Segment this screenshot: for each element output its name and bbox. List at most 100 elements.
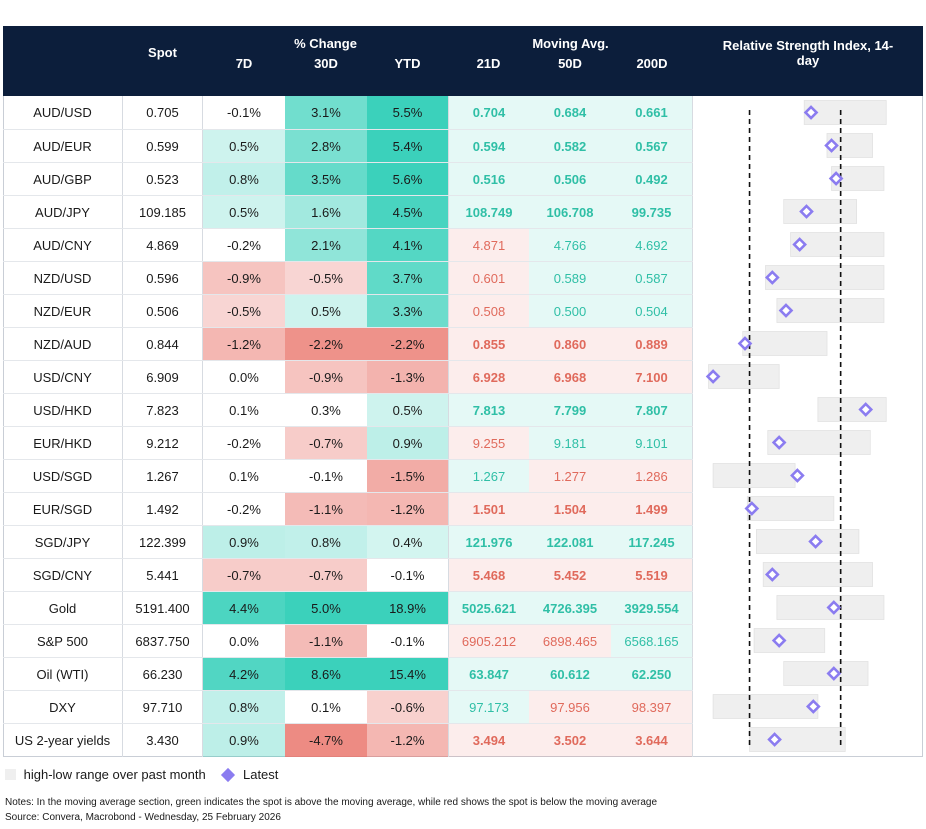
row-spot: 5191.400 [122,592,203,625]
table-row: S&P 500 6837.750 0.0% -1.1% -0.1% 6905.212 689… [3,624,693,658]
row-ma-21d: 3.494 [448,724,529,757]
row-ma-21d: 9.255 [448,427,529,460]
row-spot: 109.185 [122,196,203,229]
row-ma-50d: 6.968 [529,361,611,394]
row-change-7d: -0.2% [203,427,285,460]
rsi-tick-label: 10 [696,100,712,115]
rsi-panel [705,100,887,752]
row-spot: 0.844 [122,328,203,361]
row-change-30d: -1.1% [285,625,367,658]
legend-range-label: high-low range over past month [23,767,206,783]
row-change-ytd: 4.1% [367,229,448,262]
row-change-7d: 0.9% [203,526,285,559]
row-ma-50d: 0.589 [529,262,611,295]
row-change-ytd: 5.6% [367,163,448,196]
row-change-30d: 0.8% [285,526,367,559]
row-spot: 0.506 [122,295,203,328]
row-change-30d: -0.7% [285,427,367,460]
row-change-30d: -2.2% [285,328,367,361]
row-change-ytd: 5.4% [367,130,448,163]
header-pct-change: % Change [294,36,357,51]
row-spot: 0.523 [122,163,203,196]
header-7d: 7D [235,56,253,71]
row-name: AUD/USD [33,105,92,120]
row-name: NZD/AUD [33,337,92,352]
table-row: SGD/CNY 5.441 -0.7% -0.7% -0.1% 5.468 5.452 5.5… [3,558,693,592]
row-ma-200d: 1.286 [611,460,693,493]
row-ma-21d: 108.749 [448,196,529,229]
table-row: EUR/SGD 1.492 -0.2% -1.1% -1.2% 1.501 1.504 1.4… [3,492,693,526]
rsi-tick-label: 50 [787,100,803,115]
row-ma-21d: 0.508 [448,295,529,328]
row-name: USD/HKD [33,403,92,418]
rsi-range-bar [746,496,835,521]
row-change-ytd: -1.2% [367,493,448,526]
rsi-latest-marker [778,303,794,318]
rsi-latest-marker [771,633,787,648]
row-ma-50d: 122.081 [529,526,611,559]
rsi-latest-marker [824,138,839,153]
row-name: US 2-year yields [14,733,111,748]
rsi-range-bar [753,628,826,653]
row-change-7d: 4.4% [203,592,285,625]
row-ma-21d: 1.267 [448,460,529,493]
row-change-30d: 3.1% [285,96,367,129]
row-change-7d: 0.5% [203,130,285,163]
rsi-range-bar [817,397,887,422]
table-row: AUD/EUR 0.599 0.5% 2.8% 5.4% 0.594 0.582 0.567 [3,129,693,163]
row-ma-50d: 1.277 [529,460,611,493]
rsi-latest-marker [826,600,842,615]
header-30d: 30D [314,56,338,71]
row-change-30d: 0.5% [285,295,367,328]
row-ma-50d: 0.506 [529,163,611,196]
row-ma-50d: 6898.465 [529,625,611,658]
row-spot: 66.230 [122,658,203,691]
row-ma-50d: 0.684 [529,96,611,129]
row-ma-200d: 4.692 [611,229,693,262]
row-change-7d: -0.5% [203,295,285,328]
table-row: Gold 5191.400 4.4% 5.0% 18.9% 5025.621 4726.39… [3,591,693,625]
legend: high-low range over past month Latest [5,766,278,784]
row-ma-21d: 0.855 [448,328,529,361]
row-ma-200d: 0.889 [611,328,693,361]
row-ma-200d: 9.101 [611,427,693,460]
rsi-range-bar [749,727,846,752]
header-rsi-title-line2: day [796,53,820,68]
row-ma-200d: 3929.554 [611,592,693,625]
table-row: USD/HKD 7.823 0.1% 0.3% 0.5% 7.813 7.799 7.807 [3,393,693,427]
row-change-30d: 2.8% [285,130,367,163]
rsi-latest-marker [771,435,787,450]
row-ma-21d: 0.516 [448,163,529,196]
row-spot: 0.705 [122,96,203,129]
rsi-latest-marker [858,402,874,417]
row-change-7d: -0.1% [203,96,285,129]
row-change-ytd: 0.5% [367,394,448,427]
rsi-latest-marker [764,270,780,285]
row-ma-50d: 97.956 [529,691,611,724]
row-spot: 0.599 [122,130,203,163]
row-spot: 6837.750 [122,625,203,658]
row-change-ytd: 3.7% [367,262,448,295]
row-change-30d: 8.6% [285,658,367,691]
row-change-7d: 4.2% [203,658,285,691]
rsi-latest-marker [805,699,821,714]
row-spot: 9.212 [122,427,203,460]
row-change-30d: 3.5% [285,163,367,196]
row-ma-200d: 0.661 [611,96,693,129]
row-name: AUD/JPY [35,205,90,220]
legend-range-swatch [5,769,16,781]
row-ma-21d: 121.976 [448,526,529,559]
table-row: NZD/EUR 0.506 -0.5% 0.5% 3.3% 0.508 0.500 0.504 [3,294,693,328]
row-ma-50d: 4726.395 [529,592,611,625]
row-change-7d: -1.2% [203,328,285,361]
row-change-7d: 0.5% [203,196,285,229]
row-change-ytd: -0.1% [367,559,448,592]
rsi-latest-marker [803,105,819,120]
row-change-ytd: 0.9% [367,427,448,460]
row-ma-50d: 4.766 [529,229,611,262]
row-ma-200d: 0.567 [611,130,693,163]
row-change-30d: -4.7% [285,724,367,757]
table-row: US 2-year yields 3.430 0.9% -4.7% -1.2% 3.494… [3,723,693,757]
table-row: AUD/USD 0.705 -0.1% 3.1% 5.5% 0.704 0.684 0.661 [3,96,693,129]
row-change-ytd: -1.2% [367,724,448,757]
